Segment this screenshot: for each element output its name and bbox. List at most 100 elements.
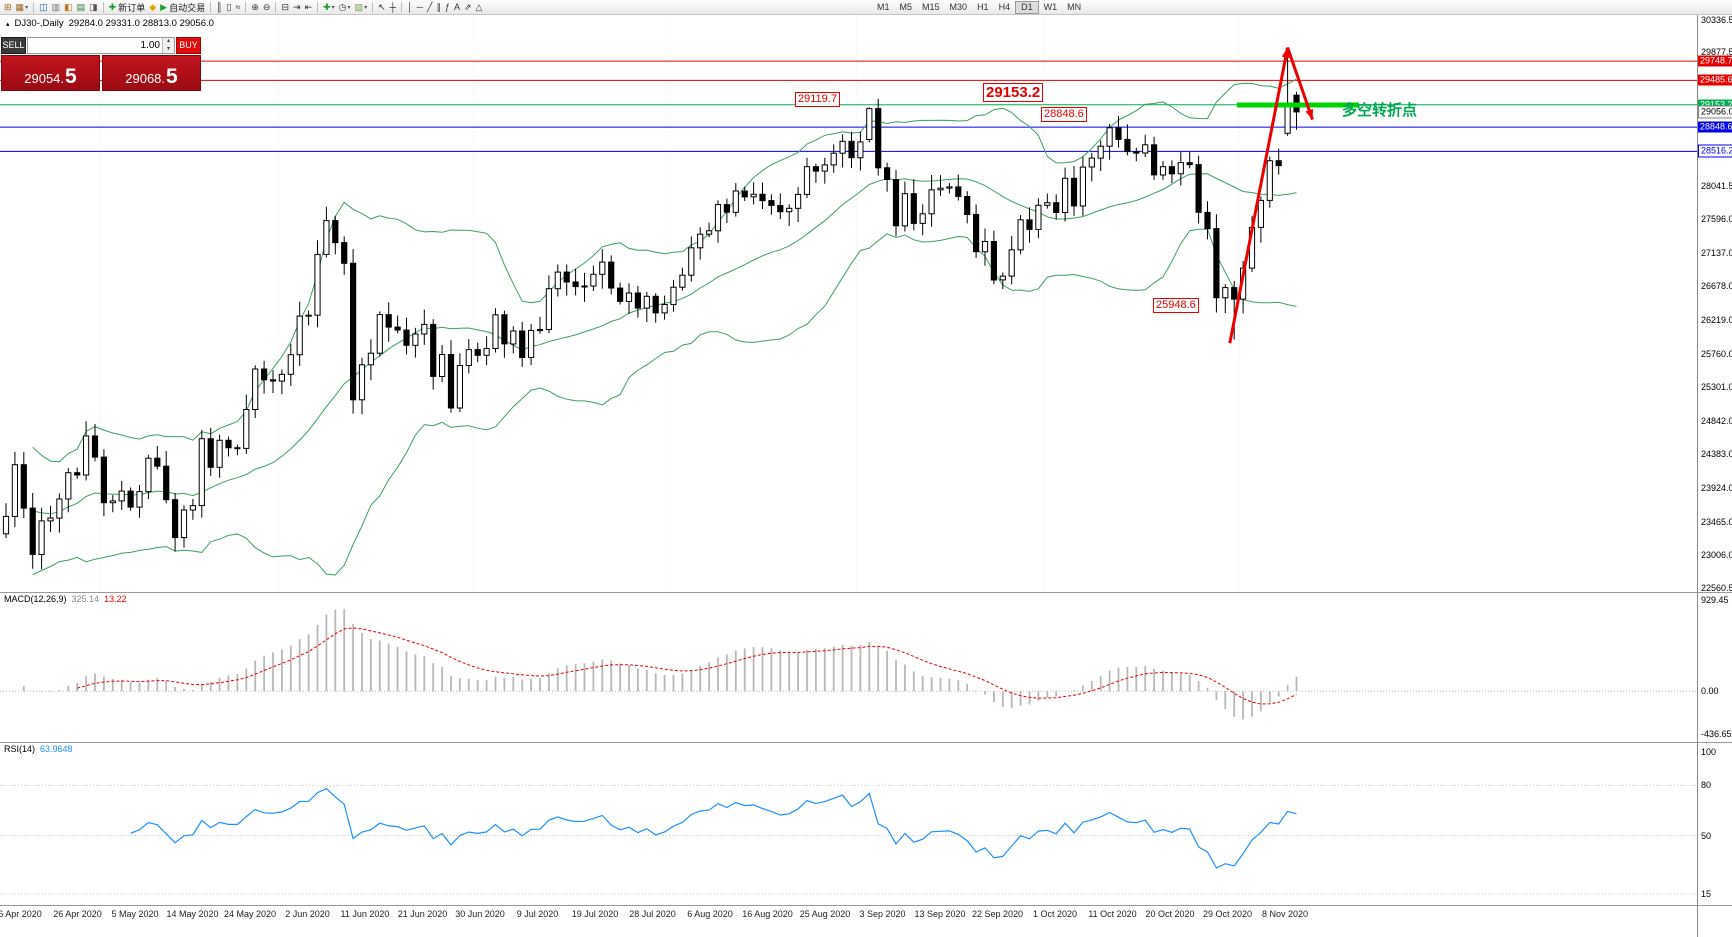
trend-arrows[interactable] (1228, 47, 1314, 344)
macd-chart-canvas[interactable] (0, 592, 1697, 742)
toolbar-separator (401, 1, 403, 13)
bar-chart-icon[interactable]: ║ (216, 1, 223, 12)
panel-separator (0, 905, 1732, 906)
new-chart-icon[interactable]: ⊞ (4, 1, 12, 12)
rsi-axis-label: 50 (1701, 830, 1712, 841)
volume-input[interactable] (28, 38, 162, 53)
market-watch-icon[interactable]: ◫ (39, 1, 48, 12)
sell-tab-button[interactable]: SELL (1, 37, 26, 54)
macd-histogram (22, 609, 1298, 720)
price-axis-label: 26219.0 (1701, 314, 1732, 325)
text-icon[interactable]: A (453, 1, 460, 12)
sell-price-button[interactable]: 29054. 5 (1, 55, 100, 91)
navigator-icon[interactable]: ◧ (64, 1, 73, 12)
rsi-chart-canvas[interactable] (0, 742, 1697, 905)
date-label: 11 Jun 2020 (340, 909, 390, 919)
bollinger-bands (32, 78, 1297, 576)
annotation-support-price[interactable]: 28848.6 (1041, 107, 1087, 122)
fibonacci-icon[interactable]: ƒ (444, 1, 450, 12)
toolbar-separator (210, 1, 212, 13)
shapes-icon[interactable]: △ (475, 1, 483, 12)
strategy-tester-icon[interactable]: ◨ (89, 1, 98, 12)
rsi-axis-label: 15 (1701, 889, 1712, 899)
volume-up-button[interactable]: ▴ (163, 38, 174, 46)
price-axis-label: 25301.0 (1701, 382, 1732, 393)
data-window-icon[interactable]: ▥ (51, 1, 61, 12)
templates-icon[interactable]: ▨ ▾ (354, 1, 368, 12)
date-label: 16 Aug 2020 (742, 909, 793, 919)
toolbar-separator (245, 1, 247, 13)
price-axis[interactable]: 30336.5 29877.5 28041.5 27596.0 27137.0 26678… (1698, 15, 1732, 937)
annotation-resistance-price[interactable]: 29153.2 (983, 83, 1044, 102)
volume-down-button[interactable]: ▾ (163, 45, 174, 53)
price-axis-label: 25760.0 (1701, 348, 1732, 359)
auto-scroll-icon[interactable]: ⇥ (293, 1, 301, 12)
toolbar-separator (102, 1, 104, 13)
channel-icon[interactable]: ∥ (436, 1, 441, 12)
new-order-button[interactable]: ✚ 新订单 (108, 1, 146, 13)
date-label: 22 Sep 2020 (971, 909, 1024, 919)
price-axis-label: 28041.5 (1701, 181, 1732, 192)
price-axis-label: 27596.0 (1701, 213, 1732, 224)
terminal-icon[interactable]: ▤ (76, 1, 86, 12)
timeframe-d1[interactable]: D1 (1015, 1, 1039, 14)
timeframe-m30[interactable]: M30 (949, 2, 968, 12)
price-badge: 29056.0 (1698, 105, 1732, 119)
panel-separator[interactable] (0, 742, 1732, 743)
price-badge: 28848.6 (1698, 121, 1732, 133)
tile-windows-icon[interactable]: ⊟ (281, 1, 290, 12)
rsi-axis-label: 100 (1701, 747, 1717, 757)
indicators-icon[interactable]: ✚ ▾ (323, 1, 335, 12)
horizontal-line-icon[interactable]: ─ (416, 1, 424, 12)
date-label: 26 Apr 2020 (53, 909, 102, 919)
toolbar-separator (372, 1, 374, 13)
price-axis-label: 29877.5 (1701, 46, 1732, 57)
zoom-out-icon[interactable]: ⊖ (262, 1, 271, 12)
macd-main-value: 325.14 (71, 594, 100, 604)
profiles-icon[interactable]: ▦ ▾ (15, 1, 29, 12)
buy-tab-button[interactable]: BUY (176, 37, 201, 54)
metaeditor-icon[interactable]: ◆ (149, 1, 157, 12)
date-label: 24 May 2020 (223, 909, 277, 919)
panel-separator[interactable] (0, 592, 1732, 593)
date-label: 13 Sep 2020 (914, 909, 966, 919)
main-chart-canvas[interactable] (0, 15, 1697, 592)
price-axis-label: 24842.0 (1701, 415, 1732, 426)
macd-axis-label: 929.45 (1701, 595, 1729, 605)
rsi-indicator-label: RSI(14) 63.9648 (4, 744, 73, 754)
vertical-line-icon[interactable]: │ (407, 1, 413, 12)
timeframe-h4[interactable]: H4 (998, 2, 1011, 12)
arrows-tool-icon[interactable]: ⇗ (463, 1, 472, 12)
annotation-low-price[interactable]: 25948.6 (1153, 298, 1199, 313)
autotrade-button[interactable]: ▶ 自动交易 (160, 1, 206, 13)
line-chart-icon[interactable]: ≈ (235, 1, 241, 12)
crosshair-icon[interactable]: ┼ (389, 1, 397, 12)
date-label: 25 Aug 2020 (799, 909, 851, 919)
price-badge: 28516.2 (1698, 144, 1732, 158)
toolbar-separator (317, 1, 319, 13)
timeframe-h1[interactable]: H1 (977, 2, 989, 12)
toolbar-separator (33, 1, 35, 13)
timeframe-mn[interactable]: MN (1067, 2, 1082, 12)
cursor-icon[interactable]: ↖ (378, 1, 386, 12)
buy-price-button[interactable]: 29068. 5 (102, 55, 201, 91)
timeframe-m1[interactable]: M1 (877, 2, 890, 12)
buy-price-main: 29068. (125, 71, 166, 86)
timeframe-m15[interactable]: M15 (922, 2, 940, 12)
annotation-turning-point[interactable]: 多空转折点 (1342, 102, 1418, 119)
volume-spinner: ▴ ▾ (162, 38, 174, 53)
buy-price-big-digit: 5 (166, 65, 178, 88)
timeframe-m5[interactable]: M5 (899, 2, 913, 12)
chart-shift-icon[interactable]: ⇤ (304, 1, 313, 12)
price-badge: 29153.2 (1698, 99, 1732, 111)
candlestick-chart-icon[interactable]: ▯ (226, 1, 232, 12)
annotation-peak-price[interactable]: 29119.7 (795, 92, 840, 107)
date-label: 8 Nov 2020 (1261, 909, 1309, 919)
timeframe-w1[interactable]: W1 (1043, 2, 1058, 12)
time-axis[interactable]: 6 Apr 2020 26 Apr 2020 5 May 2020 14 May 20… (0, 906, 1732, 937)
periods-icon[interactable]: ◷ ▾ (338, 1, 351, 12)
price-axis-label: 27137.0 (1701, 247, 1732, 258)
candles (2, 47, 1300, 570)
trendline-icon[interactable]: ╱ (427, 1, 433, 12)
zoom-in-icon[interactable]: ⊕ (251, 1, 259, 12)
